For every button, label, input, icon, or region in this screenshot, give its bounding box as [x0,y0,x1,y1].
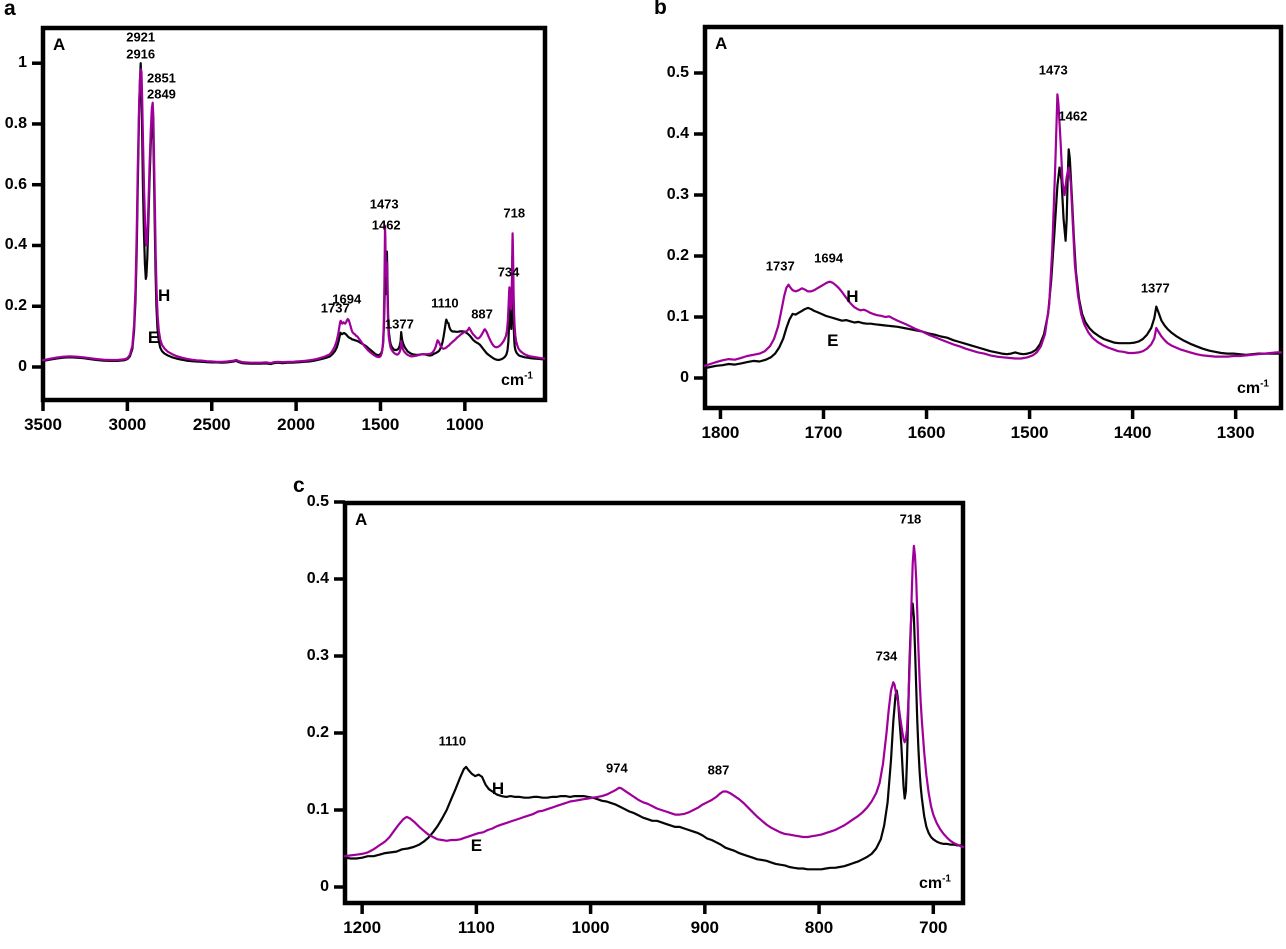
spectrum-black-b [703,148,1283,370]
spectrum-black-a [41,62,546,366]
plot-frame-c [342,500,966,906]
panel-a [32,25,548,411]
spectrum-magenta-a [41,68,546,365]
plot-frame-b [702,24,1284,411]
panel-b [694,24,1284,419]
panel-c [334,500,966,914]
plot-frame-a [40,25,548,403]
spectrum-black-c [343,602,965,871]
spectrum-magenta-c [343,544,965,858]
spectrum-magenta-b [703,93,1283,367]
